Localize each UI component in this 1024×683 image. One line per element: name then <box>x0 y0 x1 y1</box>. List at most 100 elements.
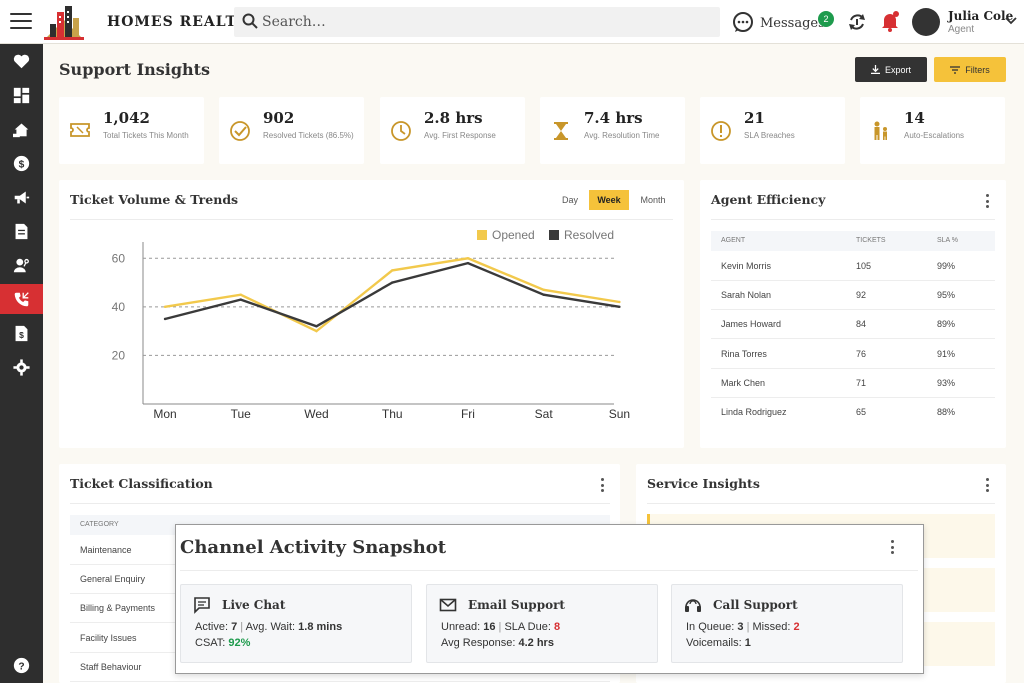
tickets-cell: 71 <box>856 377 867 388</box>
agent-efficiency-card <box>700 180 1006 448</box>
card-divider <box>70 503 610 504</box>
x-tick-label: Sun <box>609 407 630 421</box>
y-tick-label: 40 <box>112 300 126 314</box>
kebab-menu-icon[interactable] <box>890 540 894 554</box>
live-chat-csat: CSAT: 92% <box>195 637 251 649</box>
sidebar-item-dashboard[interactable] <box>0 80 43 110</box>
clock-icon <box>391 121 411 141</box>
data-point-resolved <box>315 325 318 328</box>
kpi-card-first-response: 2.8 hrs Avg. First Response <box>380 97 525 164</box>
agent-name-cell: James Howard <box>721 319 782 330</box>
kpi-label: Resolved Tickets (86.5%) <box>263 131 354 140</box>
category-cell[interactable]: Staff Behaviour <box>80 661 142 672</box>
column-header-sla: SLA % <box>937 237 959 244</box>
gear-icon <box>13 358 30 376</box>
ticket-volume-title: Ticket Volume & Trends <box>70 192 239 207</box>
sidebar-item-help[interactable]: ? <box>0 650 43 680</box>
kebab-menu-icon[interactable] <box>600 478 604 492</box>
sidebar-item-documents[interactable] <box>0 216 43 246</box>
card-divider <box>180 570 918 571</box>
period-tab-month[interactable]: Month <box>640 195 666 205</box>
call-support-card[interactable]: Call Support In Queue: 3 | Missed: 2 Voi… <box>671 584 903 663</box>
agent-efficiency-title: Agent Efficiency <box>711 192 826 207</box>
period-tab-day[interactable]: Day <box>561 195 578 205</box>
headset-icon <box>685 599 701 612</box>
kpi-card-resolved: 902 Resolved Tickets (86.5%) <box>219 97 364 164</box>
ticket-volume-chart: 20 40 60 Mon Tue Wed Thu Fri Sat Sun Opened Resol… <box>112 228 630 421</box>
filters-button[interactable]: Filters <box>934 57 1006 82</box>
data-point-resolved <box>163 317 167 321</box>
kpi-label: Auto-Escalations <box>904 131 965 140</box>
legend-label-resolved: Resolved <box>564 228 614 242</box>
kpi-card-resolution-time: 7.4 hrs Avg. Resolution Time <box>540 97 685 164</box>
sidebar-item-marketing[interactable] <box>0 182 43 212</box>
tickets-cell: 92 <box>856 290 867 301</box>
sidebar-item-finance[interactable]: $ <box>0 148 43 178</box>
data-point-resolved <box>542 293 545 296</box>
user-name[interactable]: Julia Cole <box>948 9 1014 23</box>
live-chat-stats: Active: 7 | Avg. Wait: 1.8 mins <box>195 621 343 633</box>
messages-label[interactable]: Messages <box>760 16 825 31</box>
avatar[interactable] <box>912 8 940 36</box>
category-cell[interactable]: Facility Issues <box>80 632 137 643</box>
megaphone-icon <box>14 191 30 203</box>
data-point-opened <box>315 329 318 333</box>
column-header-tickets: TICKETS <box>856 237 886 244</box>
agent-name-cell: Kevin Morris <box>721 261 772 271</box>
properties-icon <box>13 123 29 137</box>
kebab-menu-icon[interactable] <box>985 194 989 208</box>
chat-icon <box>194 597 210 614</box>
export-button[interactable]: Export <box>855 57 927 82</box>
sidebar-item-invoices[interactable]: $ <box>0 318 43 348</box>
row-divider <box>711 309 995 311</box>
category-cell[interactable]: General Enquiry <box>80 574 146 585</box>
mail-icon <box>439 598 457 612</box>
agent-name-cell: Mark Chen <box>721 377 766 388</box>
sidebar-item-support[interactable] <box>0 284 43 314</box>
alert-circle-icon <box>711 121 731 141</box>
data-point-opened <box>618 300 621 304</box>
user-key-icon <box>13 258 29 272</box>
filter-icon <box>950 65 961 74</box>
heart-icon <box>13 54 30 68</box>
card-divider <box>647 503 995 504</box>
category-cell[interactable]: Billing & Payments <box>80 603 156 614</box>
channel-activity-snapshot-panel: Channel Activity Snapshot Live Chat Acti… <box>175 524 924 674</box>
homes-realty-logo[interactable] <box>44 4 84 40</box>
period-tab-week[interactable]: Week <box>589 190 629 210</box>
kpi-value: 902 <box>263 109 295 127</box>
sidebar-item-users[interactable] <box>0 250 43 280</box>
sidebar-item-properties[interactable] <box>0 114 43 144</box>
data-point-opened <box>163 305 167 309</box>
row-divider <box>711 280 995 281</box>
legend-swatch-opened <box>477 230 487 240</box>
data-point-resolved <box>239 298 242 301</box>
bell-icon[interactable] <box>879 10 901 32</box>
escalation-icon <box>874 121 887 140</box>
service-insights-title: Service Insights <box>647 476 760 491</box>
document-icon <box>15 223 28 239</box>
kpi-value: 14 <box>904 109 925 127</box>
dashboard-icon <box>13 87 30 103</box>
y-tick-label: 60 <box>112 251 126 265</box>
sidebar-item-favorites[interactable] <box>0 46 43 76</box>
page-title: Support Insights <box>59 60 211 79</box>
row-divider <box>70 680 610 682</box>
kebab-menu-icon[interactable] <box>985 478 989 492</box>
ticket-icon <box>70 123 90 137</box>
tickets-cell: 84 <box>856 319 867 330</box>
column-header-category: CATEGORY <box>80 521 119 528</box>
kpi-value: 7.4 hrs <box>584 109 643 127</box>
category-cell[interactable]: Maintenance <box>80 545 132 555</box>
live-chat-card[interactable]: Live Chat Active: 7 | Avg. Wait: 1.8 min… <box>180 584 412 663</box>
live-chat-title: Live Chat <box>222 598 286 612</box>
ticket-volume-card <box>59 180 684 448</box>
email-support-card[interactable]: Email Support Unread: 16 | SLA Due: 8 Av… <box>426 584 658 663</box>
sidebar-item-settings[interactable] <box>0 352 43 382</box>
menu-icon[interactable] <box>10 13 32 31</box>
sync-icon[interactable] <box>846 11 868 33</box>
search-input[interactable] <box>262 12 702 32</box>
chevron-down-icon[interactable] <box>1005 16 1017 26</box>
chat-bubble-icon[interactable] <box>732 11 754 33</box>
finance-icon: $ <box>13 155 30 171</box>
